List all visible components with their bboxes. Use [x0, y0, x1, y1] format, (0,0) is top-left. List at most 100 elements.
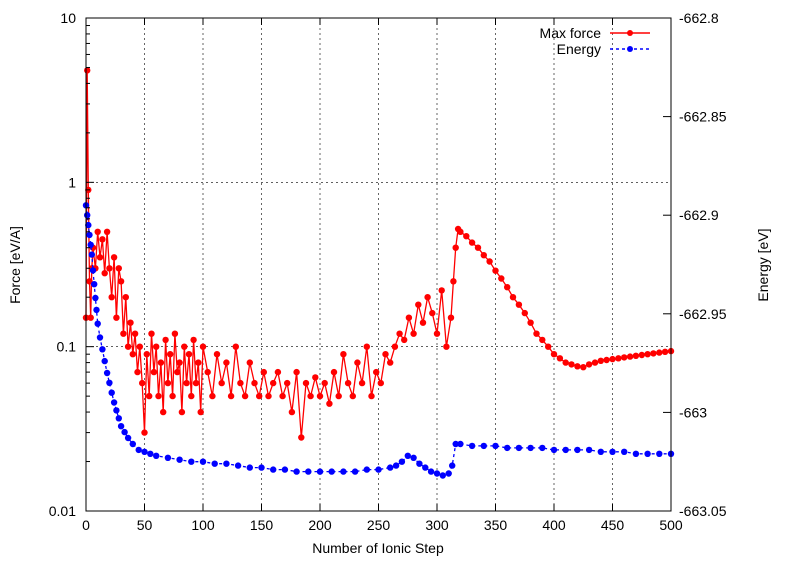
data-point-energy — [404, 452, 411, 459]
data-point-max-force — [197, 408, 204, 416]
data-point-max-force — [270, 379, 277, 387]
data-point-energy — [101, 357, 108, 365]
data-point-max-force — [391, 343, 399, 350]
series-layer — [82, 67, 675, 479]
data-point-energy — [270, 466, 277, 473]
data-point-max-force — [480, 252, 487, 259]
data-point-max-force — [84, 67, 91, 74]
data-point-energy — [176, 456, 183, 463]
data-point-max-force — [335, 392, 342, 400]
data-point-max-force — [382, 351, 389, 358]
data-point-energy — [234, 462, 242, 469]
data-point-max-force — [232, 343, 239, 350]
x-tick-label: 300 — [425, 517, 449, 533]
data-point-max-force — [150, 368, 158, 376]
data-point-energy — [89, 267, 97, 274]
data-point-energy — [422, 464, 429, 471]
data-point-max-force — [274, 368, 282, 376]
data-point-energy — [153, 452, 160, 459]
data-point-max-force — [181, 343, 188, 350]
data-point-max-force — [354, 359, 361, 366]
data-point-energy — [609, 448, 616, 455]
data-point-energy — [562, 446, 569, 454]
y-right-axis-label: Energy [eV] — [755, 228, 771, 301]
data-point-energy — [293, 468, 300, 475]
data-point-max-force — [387, 359, 394, 366]
data-point-max-force — [260, 368, 267, 376]
data-point-max-force — [405, 314, 413, 321]
data-point-energy — [88, 251, 96, 258]
data-point-max-force — [312, 374, 319, 381]
data-point-max-force — [246, 359, 253, 366]
data-point-max-force — [539, 336, 546, 344]
data-point-max-force — [656, 349, 663, 356]
data-point-energy — [585, 446, 593, 454]
data-point-max-force — [509, 294, 517, 301]
data-point-max-force — [136, 343, 143, 350]
data-point-energy — [86, 231, 93, 239]
legend: Max force Energy — [540, 25, 650, 57]
x-tick-label: 350 — [484, 517, 508, 533]
data-point-max-force — [580, 364, 587, 371]
data-point-max-force — [597, 357, 604, 364]
data-point-max-force — [101, 270, 108, 277]
ticks-layer — [85, 17, 672, 512]
data-point-max-force — [302, 379, 310, 387]
legend-marker-max-force — [627, 30, 633, 36]
data-point-energy — [656, 450, 663, 457]
legend-entry-max-force: Max force — [540, 25, 650, 41]
data-point-max-force — [373, 368, 380, 376]
data-point-max-force — [298, 434, 305, 441]
data-point-energy — [117, 423, 125, 430]
data-point-max-force — [316, 392, 324, 400]
data-point-max-force — [167, 351, 174, 358]
data-point-max-force — [96, 254, 104, 261]
data-point-max-force — [650, 350, 657, 357]
data-point-energy — [147, 450, 154, 457]
grid-layer — [86, 18, 671, 511]
data-point-max-force — [129, 351, 136, 358]
data-point-energy — [468, 442, 476, 450]
data-point-energy — [445, 470, 452, 477]
data-point-max-force — [419, 319, 427, 326]
data-point-max-force — [443, 343, 450, 350]
data-point-max-force — [110, 254, 118, 261]
data-point-max-force — [103, 228, 111, 235]
data-point-max-force — [162, 336, 169, 344]
data-point-max-force — [148, 330, 155, 337]
data-point-max-force — [87, 314, 94, 321]
data-point-max-force — [632, 352, 640, 359]
data-point-max-force — [108, 294, 115, 301]
data-point-max-force — [127, 319, 134, 326]
data-point-max-force — [615, 355, 622, 362]
data-point-max-force — [183, 379, 190, 387]
data-point-max-force — [377, 379, 384, 387]
x-tick-label: 250 — [367, 517, 391, 533]
data-point-max-force — [134, 368, 141, 376]
data-point-max-force — [661, 348, 669, 355]
data-point-energy — [129, 440, 136, 448]
data-point-energy — [427, 468, 435, 475]
data-point-energy — [492, 442, 499, 450]
data-point-max-force — [237, 379, 244, 387]
data-point-max-force — [415, 301, 422, 308]
data-point-energy — [340, 468, 347, 475]
data-point-energy — [416, 460, 423, 467]
data-point-max-force — [307, 392, 314, 400]
data-point-max-force — [284, 379, 291, 387]
data-point-energy — [457, 440, 464, 448]
data-point-max-force — [433, 330, 441, 337]
data-point-energy — [108, 389, 115, 396]
legend-label-energy: Energy — [557, 41, 601, 57]
data-point-energy — [164, 454, 172, 461]
data-point-max-force — [117, 278, 125, 285]
data-point-energy — [94, 320, 101, 327]
data-point-max-force — [199, 343, 207, 350]
data-point-max-force — [190, 336, 197, 344]
data-point-max-force — [562, 359, 569, 366]
data-point-energy — [574, 446, 581, 454]
data-point-max-force — [178, 408, 186, 416]
data-point-max-force — [94, 228, 101, 235]
